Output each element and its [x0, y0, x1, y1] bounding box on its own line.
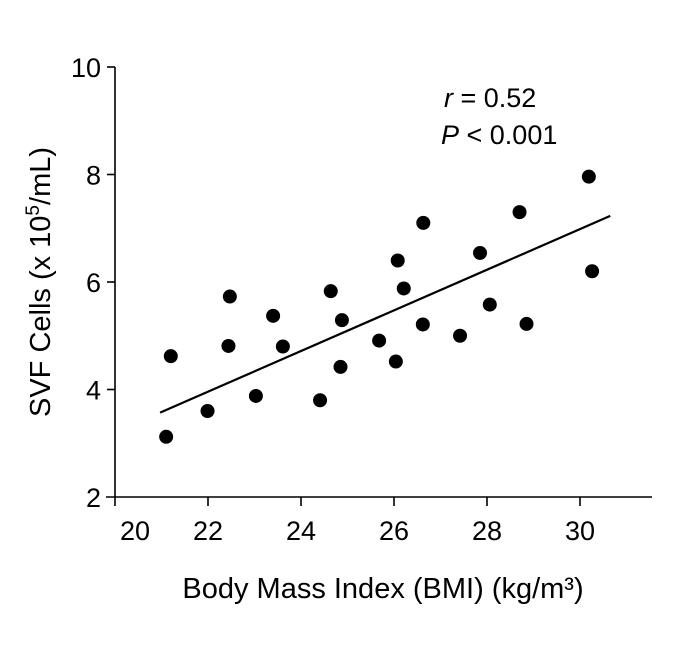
x-tick-label: 20 [120, 516, 150, 546]
y-axis-title: SVF Cells (x 105/mL) [23, 147, 57, 417]
y-tick-label: 4 [86, 376, 101, 406]
data-point [159, 429, 174, 444]
p-annotation: P < 0.001 [441, 120, 557, 150]
y-tick-label: 6 [86, 268, 101, 298]
data-point [248, 388, 263, 403]
data-point [323, 284, 338, 299]
r-value: = 0.52 [453, 83, 536, 113]
x-tick-label: 30 [565, 516, 595, 546]
x-ticks: 20 22 24 26 28 30 [120, 497, 595, 546]
data-point [222, 289, 237, 304]
data-point [163, 349, 178, 364]
data-point [473, 245, 488, 260]
data-point [453, 328, 468, 343]
y-axis-title-main: SVF Cells (x 10 [25, 216, 57, 417]
y-tick-label: 2 [86, 483, 101, 513]
data-point [396, 281, 411, 296]
data-point [585, 264, 600, 279]
data-point [372, 333, 387, 348]
x-axis-title: Body Mass Index (BMI) (kg/m³) [182, 573, 583, 605]
data-point [512, 205, 527, 220]
data-point [266, 308, 281, 323]
data-point [519, 316, 534, 331]
data-point [416, 215, 431, 230]
data-point [581, 169, 596, 184]
data-point [200, 404, 215, 418]
data-point [275, 339, 290, 354]
p-value: < 0.001 [459, 120, 557, 150]
x-tick-label: 26 [379, 516, 409, 546]
y-tick-label: 8 [86, 161, 101, 191]
data-point [334, 313, 349, 328]
y-tick-label: 10 [71, 53, 101, 83]
data-point [415, 317, 430, 332]
y-axis-title-superscript: 5 [23, 205, 44, 216]
data-point [482, 297, 497, 312]
x-tick-label: 28 [472, 516, 502, 546]
data-point [221, 338, 236, 353]
r-annotation: r = 0.52 [444, 83, 536, 113]
data-point [390, 253, 405, 268]
data-point [388, 354, 403, 369]
x-tick-label: 22 [193, 516, 223, 546]
r-symbol: r [444, 83, 454, 113]
y-ticks: 2 4 6 8 10 [71, 53, 115, 513]
axes [106, 67, 652, 506]
data-point [333, 359, 348, 374]
y-axis-title-tail: /mL) [25, 147, 57, 205]
data-point [313, 393, 328, 408]
x-tick-label: 24 [286, 516, 316, 546]
regression-line [159, 214, 611, 414]
p-symbol: P [441, 120, 459, 150]
data-points [159, 169, 600, 444]
